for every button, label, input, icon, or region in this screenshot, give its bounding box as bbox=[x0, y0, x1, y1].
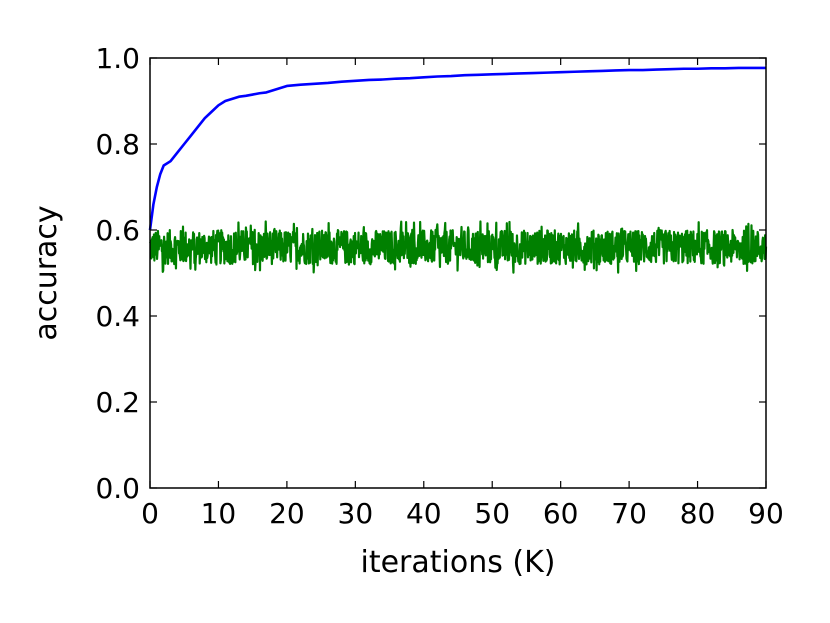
x-tick-label: 0 bbox=[141, 497, 159, 530]
x-tick-label: 70 bbox=[611, 497, 647, 530]
y-tick-label: 0.8 bbox=[95, 128, 140, 161]
x-tick-label: 40 bbox=[406, 497, 442, 530]
y-tick-label: 0.6 bbox=[95, 214, 140, 247]
y-tick-labels: 0.0 0.2 0.4 0.6 0.8 1.0 bbox=[95, 42, 140, 505]
plot-series bbox=[148, 66, 768, 274]
y-tick-label: 0.4 bbox=[95, 300, 140, 333]
plot-frame bbox=[149, 57, 767, 489]
x-tick-label: 30 bbox=[338, 497, 374, 530]
x-tick-label: 90 bbox=[748, 497, 784, 530]
x-tick-label: 50 bbox=[474, 497, 510, 530]
y-axis-label: accuracy bbox=[29, 205, 64, 340]
x-tick-label: 60 bbox=[543, 497, 579, 530]
x-tick-label: 20 bbox=[269, 497, 305, 530]
x-axis-label: iterations (K) bbox=[361, 545, 556, 580]
series-blue-line bbox=[148, 66, 766, 231]
y-tick-label: 0.2 bbox=[95, 386, 140, 419]
x-tick-labels: 0 10 20 30 40 50 60 70 80 90 bbox=[141, 497, 784, 530]
x-tick-label: 80 bbox=[680, 497, 716, 530]
y-tick-label: 1.0 bbox=[95, 42, 140, 75]
y-tick-label: 0.0 bbox=[95, 472, 140, 505]
series-green-line bbox=[149, 220, 768, 274]
x-tick-label: 10 bbox=[201, 497, 237, 530]
